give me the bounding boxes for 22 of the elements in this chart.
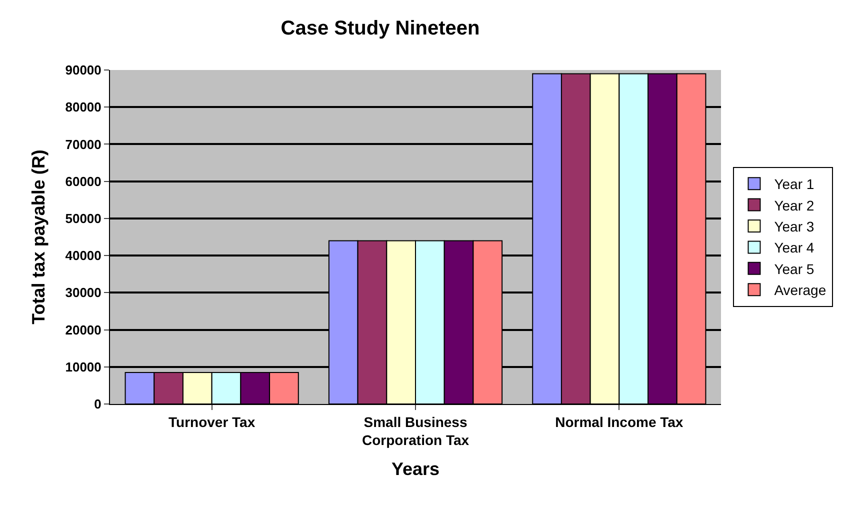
y-tick-label: 70000 bbox=[65, 136, 102, 152]
x-axis-title: Years bbox=[391, 459, 440, 480]
legend-label: Year 5 bbox=[774, 260, 814, 277]
y-tick-label: 40000 bbox=[65, 248, 102, 264]
y-tick-label: 30000 bbox=[65, 285, 102, 300]
y-tick-label: 0 bbox=[94, 396, 102, 412]
x-tick-label: Normal Income Tax bbox=[555, 414, 684, 430]
y-tick-label: 90000 bbox=[65, 62, 102, 78]
chart-title: Case Study Nineteen bbox=[280, 18, 480, 40]
x-tick-label: Small Business Corporation Tax bbox=[362, 414, 470, 448]
legend-label: Year 3 bbox=[774, 218, 814, 234]
legend-label: Year 1 bbox=[774, 176, 814, 192]
x-tick-label: Turnover Tax bbox=[168, 414, 256, 430]
legend-label: Year 2 bbox=[774, 197, 814, 214]
y-tick-label: 80000 bbox=[65, 100, 102, 115]
y-tick-label: 50000 bbox=[65, 210, 102, 226]
legend-label: Year 4 bbox=[774, 240, 814, 256]
y-tick-label: 60000 bbox=[65, 174, 102, 189]
y-tick-label: 20000 bbox=[65, 322, 102, 338]
y-axis-title: Total tax payable (R) bbox=[28, 150, 48, 324]
legend-label: Average bbox=[774, 282, 826, 298]
y-tick-label: 10000 bbox=[65, 359, 102, 374]
